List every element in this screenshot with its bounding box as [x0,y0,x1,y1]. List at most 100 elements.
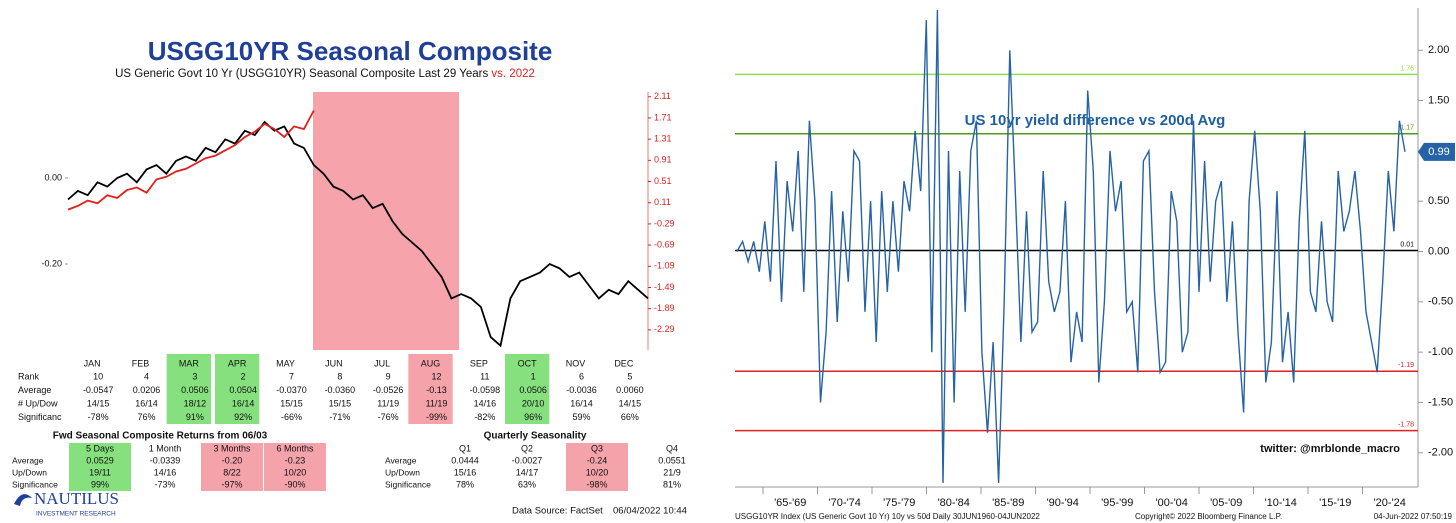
cell: 92% [234,412,252,422]
x-tick-label: '95-'99 [1101,497,1133,509]
column-fill [69,443,131,491]
timestamp: 04-Jun-2022 07:50:19 [1374,512,1453,521]
cell: 21/9 [663,467,681,477]
column-header: 5 Days [86,443,115,453]
row-label: Significance [385,479,431,489]
cell: -0.0360 [325,385,356,395]
cell: -98% [586,479,607,489]
cell: 0.0506 [519,385,547,395]
cell: 2 [241,371,246,381]
cell: 4 [144,371,149,381]
x-tick-label: '75-'79 [883,497,915,509]
y2-tick-label: -1.49 [654,282,675,292]
row-label: Average [12,455,44,465]
cell: 16/14 [232,398,255,408]
cell: 8 [337,371,342,381]
x-tick-label: FEB [132,358,150,368]
credit: twitter: @mrblonde_macro [1260,443,1400,455]
cell: -0.13 [426,385,447,395]
last-value-tag [1418,142,1455,161]
x-tick-label: '20-'24 [1374,497,1406,509]
series-line [67,110,315,211]
cell: 14/16 [474,398,497,408]
cell: 11/19 [377,398,399,408]
source: Data Source: FactSet [512,506,603,517]
y2-tick-label: 0.11 [654,197,671,207]
left-title: USGG10YR Seasonal Composite [148,36,553,66]
column-fill [166,354,211,424]
column-fill [201,443,263,491]
cell: 16/14 [570,398,593,408]
y2-tick-label: -1.89 [654,303,675,313]
cell: -66% [281,412,302,422]
cell: -76% [378,412,399,422]
cell: 19/11 [89,467,111,477]
cell: -0.0339 [150,455,181,465]
x-tick-label: '05-'09 [1210,497,1242,509]
x-tick-label: '15-'19 [1319,497,1351,509]
y-tick-label: 0.00 [1428,245,1449,257]
cell: 10/20 [284,467,307,477]
cell: -78% [88,412,109,422]
cell: 96% [524,412,542,422]
y2-tick-label: 1.71 [654,112,672,122]
y-tick-label: 2.00 [1428,44,1449,56]
quarterly-title: Quarterly Seasonality [484,431,587,442]
footnote: USGG10YR Index (US Generic Govt 10 Yr) 1… [735,512,1040,521]
y-tick-label: 1.50 [1428,94,1449,106]
y2-tick-label: -0.69 [654,239,675,249]
x-tick-label: OCT [518,358,538,368]
cell: 6 [579,371,584,381]
x-tick-label: SEP [470,358,488,368]
logo: NAUTILUS [34,489,119,508]
cell: 12 [431,371,441,381]
cell: 8/22 [223,467,241,477]
cell: -0.0370 [276,385,307,395]
column-fill [505,354,550,424]
row-label: Significanc [18,412,62,422]
x-tick-label: DEC [614,358,634,368]
cell: 99% [91,479,109,489]
cell: -82% [474,412,495,422]
cell: 14/17 [516,467,539,477]
row-label: Up/Down [12,467,47,477]
cell: 1 [531,371,536,381]
row-label: Significance [12,479,58,489]
cell: 0.0529 [86,455,114,465]
cell: -73% [154,479,175,489]
x-tick-label: JAN [84,358,101,368]
cell: -71% [329,412,350,422]
cell: 10 [93,371,103,381]
summer-shade [313,92,459,350]
cell: 9 [386,371,391,381]
cell: 14/15 [619,398,642,408]
cell: -0.0036 [566,385,597,395]
x-tick-label: '90-'94 [1047,497,1079,509]
y-tick-label: 0.00 [44,172,62,182]
cell: 18/12 [184,398,207,408]
cell: 76% [137,412,155,422]
cell: 15/16 [454,467,477,477]
copyright: Copyright© 2022 Bloomberg Finance L.P. [1135,512,1282,521]
cell: 81% [663,479,681,489]
x-tick-label: '10-'14 [1265,497,1297,509]
row-label: Average [18,385,51,395]
subtitle-text: US Generic Govt 10 Yr (USGG10YR) Seasona… [115,68,488,80]
cell: 78% [456,479,474,489]
cell: 20/10 [522,398,545,408]
row-label: Rank [18,371,40,381]
cell: -0.0526 [373,385,404,395]
reference-label: 1.17 [1400,125,1414,132]
cell: 3 [192,371,197,381]
subtitle-highlight: vs. 2022 [491,68,534,80]
cell: 14/15 [87,398,110,408]
column-header: Q1 [459,443,471,453]
column-fill [408,354,453,424]
column-header: 6 Months [276,443,314,453]
cell: 0.0444 [451,455,479,465]
y-tick-label: -0.50 [1428,296,1453,308]
y2-tick-label: 0.51 [654,176,672,186]
y-tick-label: -0.20 [41,258,62,268]
cell: 91% [186,412,204,422]
